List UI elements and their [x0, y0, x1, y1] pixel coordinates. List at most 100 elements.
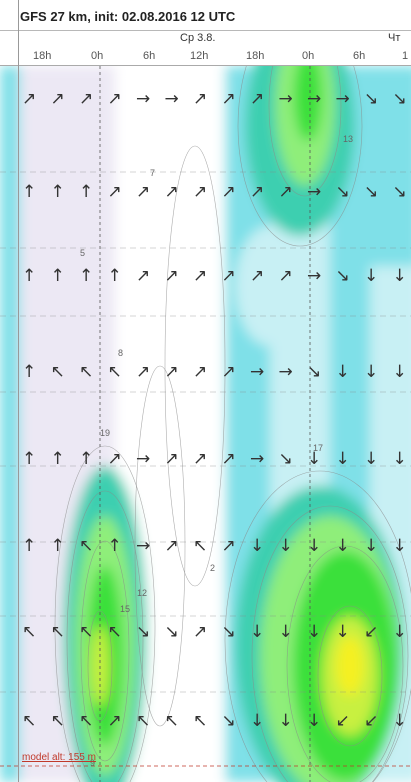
- wind-arrow: ↓: [279, 711, 293, 731]
- wind-arrow: ↑: [108, 266, 122, 286]
- wind-arrow: →: [336, 89, 350, 109]
- wind-arrow: ↗: [165, 266, 179, 286]
- contour-label: 13: [343, 134, 353, 144]
- wind-arrow: ↓: [393, 449, 407, 469]
- wind-arrow: ↗: [193, 622, 207, 642]
- wind-arrow: ↗: [79, 89, 93, 109]
- contour-label: 19: [100, 428, 110, 438]
- hour-tick: 12h: [190, 50, 209, 62]
- wind-arrow: ↗: [222, 449, 236, 469]
- wind-arrow: ↑: [22, 449, 36, 469]
- wind-arrow: ↖: [51, 362, 65, 382]
- wind-arrow: ↑: [51, 536, 65, 556]
- wind-arrow: ↗: [136, 266, 150, 286]
- wind-arrow: ↘: [136, 622, 150, 642]
- wind-arrow: ↗: [193, 266, 207, 286]
- wind-arrow: ↓: [307, 622, 321, 642]
- wind-arrow: ↘: [279, 449, 293, 469]
- contour-label: 9: [90, 758, 95, 768]
- wind-arrow: ↘: [307, 362, 321, 382]
- wind-arrow: ↓: [393, 711, 407, 731]
- hour-tick: 1: [402, 50, 409, 62]
- wind-arrow: ↗: [165, 449, 179, 469]
- day-label-wed: Ср 3.8.: [180, 32, 216, 44]
- wind-arrow: ↗: [136, 182, 150, 202]
- wind-arrow: ↓: [336, 536, 350, 556]
- wind-arrow: ↗: [222, 266, 236, 286]
- wind-arrow: →: [136, 449, 150, 469]
- wind-arrow: ↗: [193, 362, 207, 382]
- wind-arrow: →: [136, 536, 150, 556]
- wind-arrow: ↑: [51, 449, 65, 469]
- wind-arrow: ↖: [108, 362, 122, 382]
- contour-line: [251, 505, 409, 782]
- hour-tick: 6h: [353, 50, 366, 62]
- wind-arrow: ↗: [165, 362, 179, 382]
- wind-arrow: →: [279, 89, 293, 109]
- model-altitude-label: model alt: 155 m: [22, 752, 96, 763]
- wind-arrow: ↗: [222, 89, 236, 109]
- wind-arrow: ↗: [193, 449, 207, 469]
- wind-arrow: ↗: [222, 536, 236, 556]
- wind-arrow: ↓: [364, 449, 378, 469]
- hour-tick: 18h: [33, 50, 52, 62]
- wind-arrow: ↑: [22, 362, 36, 382]
- wind-arrow: ↓: [250, 711, 264, 731]
- wind-arrow: →: [307, 182, 321, 202]
- wind-arrow: ↘: [336, 266, 350, 286]
- wind-arrow: ↓: [364, 266, 378, 286]
- hour-tick: 0h: [302, 50, 315, 62]
- wind-arrow: ↓: [364, 536, 378, 556]
- contour-line: [224, 470, 411, 782]
- wind-arrow: ↗: [222, 362, 236, 382]
- wind-arrow: ↖: [193, 536, 207, 556]
- wind-arrow: ↓: [336, 449, 350, 469]
- contour-label: 7: [150, 168, 155, 178]
- wind-arrow: →: [307, 266, 321, 286]
- contour-label: 15: [120, 604, 130, 614]
- wind-arrow: ↙: [364, 711, 378, 731]
- wind-arrow: ↖: [79, 362, 93, 382]
- wind-arrow: ↗: [250, 89, 264, 109]
- hour-tick: 6h: [143, 50, 156, 62]
- wind-arrow: ↖: [51, 622, 65, 642]
- chart-title: GFS 27 km, init: 02.08.2016 12 UTC: [20, 9, 236, 24]
- wind-arrow: →: [136, 89, 150, 109]
- wind-arrow: ↓: [364, 362, 378, 382]
- wind-arrow: ↘: [222, 622, 236, 642]
- wind-arrow: ↓: [393, 362, 407, 382]
- wind-arrow: ↓: [393, 536, 407, 556]
- contour-label: 2: [210, 563, 215, 573]
- wind-arrow: ↓: [393, 266, 407, 286]
- meteogram-svg: ↗ ↗ ↗ ↗ → → ↗ ↗ ↗ → → → ↘ ↘ ↑ ↑ ↑ ↗ ↗ ↗ ↗ ↗ ↗ ↗ → ↘ ↘ ↘ ↑ ↑ ↑ ↑ ↗ ↗ ↗ ↗ ↗ ↗ → ↘…: [0, 66, 411, 782]
- wind-arrow: ↘: [393, 182, 407, 202]
- wind-arrow: ↓: [393, 622, 407, 642]
- contour-line: [237, 66, 363, 247]
- wind-arrow: →: [250, 449, 264, 469]
- wind-arrow: ↖: [79, 622, 93, 642]
- wind-arrow: ↓: [307, 711, 321, 731]
- meteogram-plot: ↗ ↗ ↗ ↗ → → ↗ ↗ ↗ → → → ↘ ↘ ↑ ↑ ↑ ↗ ↗ ↗ ↗ ↗ ↗ ↗ → ↘ ↘ ↘ ↑ ↑ ↑ ↑ ↗ ↗ ↗ ↗ ↗ ↗ → ↘…: [0, 66, 411, 782]
- wind-arrow: ↗: [108, 711, 122, 731]
- wind-arrow: ↗: [222, 182, 236, 202]
- field-blob: [336, 636, 364, 696]
- chart-header: GFS 27 km, init: 02.08.2016 12 UTC: [0, 0, 411, 31]
- wind-arrow: ↗: [108, 449, 122, 469]
- wind-arrow: ↙: [336, 711, 350, 731]
- wind-arrow: ↓: [279, 536, 293, 556]
- contour-line: [134, 365, 186, 727]
- wind-arrow: ↓: [336, 622, 350, 642]
- wind-arrow: ↖: [79, 536, 93, 556]
- wind-arrow: ↗: [108, 182, 122, 202]
- wind-arrow: ↗: [279, 182, 293, 202]
- contour-label: 8: [118, 348, 123, 358]
- contour-label: 5: [80, 248, 85, 258]
- wind-arrow: ↗: [108, 89, 122, 109]
- wind-arrow: ↗: [250, 266, 264, 286]
- wind-arrow: ↗: [165, 182, 179, 202]
- wind-arrow: ↑: [79, 266, 93, 286]
- wind-arrow: →: [165, 89, 179, 109]
- wind-arrow: →: [307, 89, 321, 109]
- wind-arrow: ↓: [250, 536, 264, 556]
- contour-line: [66, 490, 144, 782]
